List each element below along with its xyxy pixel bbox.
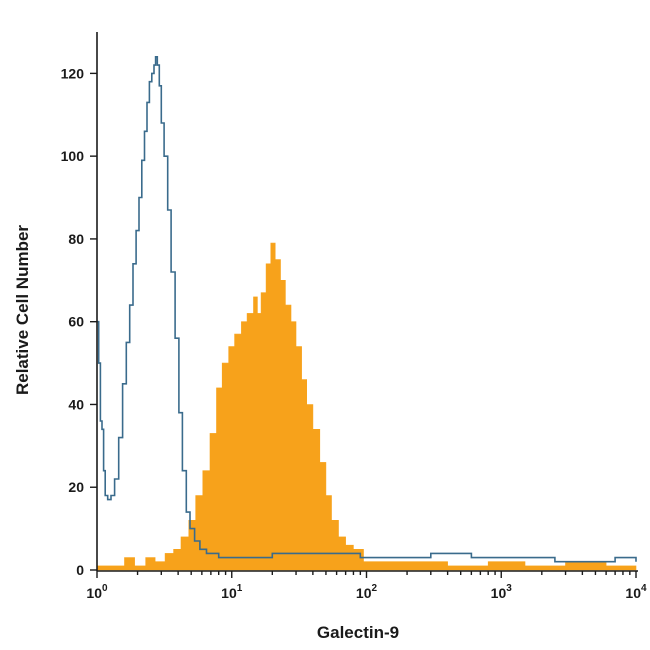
histogram-filled-series [96,242,637,571]
x-axis-title: Galectin-9 [317,623,399,642]
y-tick-label: 20 [68,479,84,495]
x-tick-label: 103 [491,583,513,601]
x-tick-label: 104 [625,583,647,601]
x-axis-ticks: 100 101 102 103 104 [86,571,647,601]
x-tick-label: 100 [86,583,108,601]
x-tick-label: 101 [221,583,243,601]
y-tick-label: 0 [76,562,84,578]
y-tick-label: 120 [61,65,85,81]
y-tick-label: 80 [68,231,84,247]
y-axis-title: Relative Cell Number [13,225,32,395]
y-tick-label: 60 [68,314,84,330]
histogram-outline-series [97,56,637,563]
y-tick-label: 40 [68,396,84,412]
y-axis-ticks: 0 20 40 60 80 100 120 [61,65,97,578]
x-tick-label: 102 [356,583,378,601]
y-tick-label: 100 [61,148,85,164]
plot-area [96,56,637,571]
